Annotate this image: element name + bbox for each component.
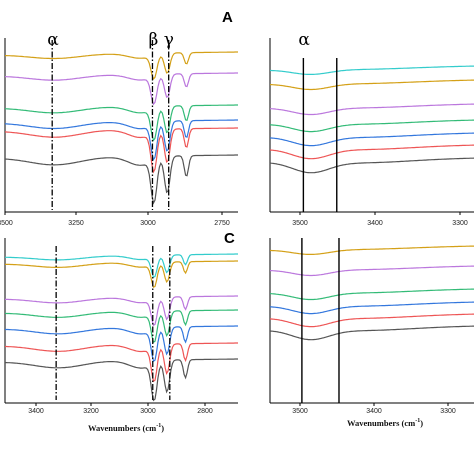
spectrum-curve-1 xyxy=(270,65,474,75)
panel-c-x-label-sup: -1 xyxy=(156,423,161,429)
band-marker-label: α xyxy=(298,30,310,50)
panel-a-label: A xyxy=(222,9,233,26)
spectrum-curve-2 xyxy=(4,72,238,106)
panel-a: α βγ 3500 3250 3000 2750 A xyxy=(0,9,238,227)
panel-c: 3400 3200 3000 2800 C Wavenumbers (cm-1) xyxy=(4,230,238,433)
panel-b: α 3500 3400 3300 xyxy=(269,30,474,227)
spectrum-curve-5 xyxy=(269,132,474,147)
spectrum-curve-3 xyxy=(5,295,238,327)
x-tick-label: 3500 xyxy=(292,408,308,415)
x-tick-label: 3500 xyxy=(292,220,308,227)
spectrum-curve-3 xyxy=(4,104,238,142)
panel-c-label: C xyxy=(224,230,235,247)
spectrum-curve-1 xyxy=(5,253,238,279)
x-tick-label: 2800 xyxy=(197,408,213,415)
x-tick-label: 3400 xyxy=(367,220,383,227)
panel-d-x-label-main: Wavenumbers (cm xyxy=(347,418,415,428)
spectrum-curve-4 xyxy=(269,119,474,133)
spectrum-curve-7 xyxy=(269,157,474,174)
spectrum-curve-5 xyxy=(269,313,474,328)
x-tick-label: 3400 xyxy=(28,408,44,415)
panel-d-x-label-end: ) xyxy=(420,418,423,428)
spectrum-curve-5 xyxy=(4,127,238,174)
band-marker-label: β xyxy=(148,30,158,50)
x-tick-label: 3000 xyxy=(140,220,156,227)
panel-d-x-label: Wavenumbers (cm-1) xyxy=(347,418,423,428)
panel-d-x-label-sup: -1 xyxy=(415,418,420,424)
x-tick-label: 2750 xyxy=(214,220,230,227)
panel-c-x-label-end: ) xyxy=(161,423,164,433)
x-tick-label: 3300 xyxy=(452,220,468,227)
spectrum-curve-3 xyxy=(270,103,474,116)
x-tick-label: 3200 xyxy=(83,408,99,415)
spectrum-curve-4 xyxy=(4,119,238,161)
spectrum-curve-3 xyxy=(270,288,474,301)
panel-c-x-label-main: Wavenumbers (cm xyxy=(88,423,156,433)
spectrum-curve-5 xyxy=(5,325,238,363)
spectrum-curve-6 xyxy=(4,154,238,205)
band-marker-label: γ xyxy=(164,30,174,50)
spectrum-curve-6 xyxy=(5,342,238,383)
spectrum-curve-1 xyxy=(5,51,238,81)
spectrum-curve-6 xyxy=(269,325,474,341)
spectrum-curve-2 xyxy=(270,79,474,91)
spectrum-curve-1 xyxy=(270,245,474,255)
x-tick-label: 3300 xyxy=(440,408,456,415)
band-marker-label: α xyxy=(47,30,59,50)
spectrum-curve-7 xyxy=(4,358,238,402)
spectrum-curve-2 xyxy=(4,260,238,289)
spectrum-curve-4 xyxy=(4,309,238,344)
x-tick-label: 3500 xyxy=(0,220,13,227)
spectrum-curve-6 xyxy=(269,144,474,160)
panel-c-x-label: Wavenumbers (cm-1) xyxy=(88,423,164,433)
spectrum-curve-4 xyxy=(269,301,474,315)
x-tick-label: 3000 xyxy=(140,408,156,415)
spectrum-curve-2 xyxy=(270,265,474,277)
panel-d: 3500 3400 3300 Wavenumbers (cm-1) xyxy=(269,238,474,428)
x-tick-label: 3400 xyxy=(366,408,382,415)
x-tick-label: 3250 xyxy=(68,220,84,227)
